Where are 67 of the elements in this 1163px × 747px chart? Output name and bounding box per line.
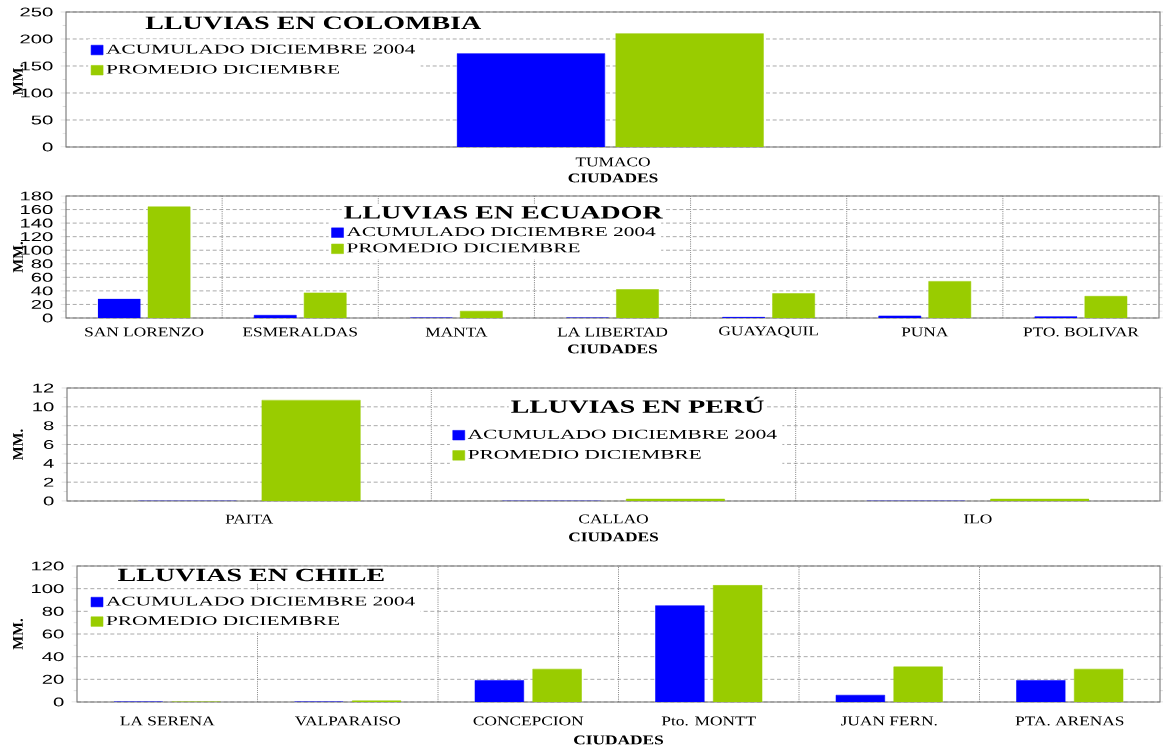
x-tick-label: LA SERENA xyxy=(120,716,215,726)
y-tick-label: 0 xyxy=(43,496,54,506)
legend-label: ACUMULADO DICIEMBRE 2004 xyxy=(467,429,777,439)
x-tick-label: ILO xyxy=(964,514,992,524)
y-tick-label: 20 xyxy=(31,299,53,309)
y-tick-label: 60 xyxy=(31,272,53,282)
legend-label: PROMEDIO DICIEMBRE xyxy=(468,449,701,459)
y-axis-title: MM. xyxy=(13,618,23,650)
y-tick-label: 2 xyxy=(44,477,54,487)
legend-label: PROMEDIO DICIEMBRE xyxy=(106,616,339,626)
legend-label: ACUMULADO DICIEMBRE 2004 xyxy=(106,596,415,606)
x-tick-label: CALLAO xyxy=(579,514,648,524)
legend-label: PROMEDIO DICIEMBRE xyxy=(347,243,580,253)
chart-title: LLUVIAS EN PERÚ xyxy=(511,396,764,414)
y-tick-label: 4 xyxy=(43,458,54,468)
x-tick-label: PUNA xyxy=(901,327,949,337)
chart-title: LLUVIAS EN ECUADOR xyxy=(344,206,663,219)
y-tick-label: 160 xyxy=(21,205,53,215)
y-tick-label: 100 xyxy=(21,88,53,98)
y-tick-label: 80 xyxy=(42,606,64,616)
x-tick-label: ESMERALDAS xyxy=(242,327,357,337)
legend-label: ACUMULADO DICIEMBRE 2004 xyxy=(106,44,415,54)
y-tick-label: 100 xyxy=(32,584,64,594)
x-tick-label: MANTA xyxy=(425,327,488,337)
y-tick-label: 0 xyxy=(42,142,53,152)
x-tick-label: JUAN FERN. xyxy=(840,716,937,726)
y-tick-label: 40 xyxy=(31,286,53,296)
y-tick-label: 60 xyxy=(42,629,64,639)
x-tick-label: PTA. ARENAS xyxy=(1015,716,1124,726)
y-tick-label: 10 xyxy=(33,402,54,412)
x-tick-label: TUMACO xyxy=(575,157,650,167)
x-tick-label: SAN LORENZO xyxy=(85,327,204,337)
x-tick-label: GUAYAQUIL xyxy=(719,326,818,338)
y-tick-label: 120 xyxy=(32,561,64,571)
x-axis-title: CIUDADES xyxy=(574,735,664,745)
x-axis-title: CIUDADES xyxy=(568,344,658,354)
legend-label: ACUMULADO DICIEMBRE 2004 xyxy=(346,227,656,237)
y-tick-label: 6 xyxy=(44,440,54,449)
y-tick-label: 12 xyxy=(33,383,54,393)
y-tick-label: 120 xyxy=(21,232,53,242)
y-tick-label: 200 xyxy=(20,34,53,44)
chart-title: LLUVIAS EN CHILE xyxy=(118,568,384,582)
y-tick-label: 100 xyxy=(21,245,53,255)
y-tick-label: 40 xyxy=(42,652,64,662)
y-tick-label: 8 xyxy=(43,421,54,431)
x-tick-label: Pto. MONTT xyxy=(661,716,756,726)
y-tick-label: 250 xyxy=(20,7,53,17)
y-axis-title: MM. xyxy=(13,241,23,273)
legend-label: PROMEDIO DICIEMBRE xyxy=(106,64,339,74)
x-axis-title: CIUDADES xyxy=(569,532,659,542)
y-axis-title: MM. xyxy=(13,64,23,95)
y-tick-label: 150 xyxy=(21,61,53,71)
y-tick-label: 0 xyxy=(42,313,53,323)
x-axis-title: CIUDADES xyxy=(568,173,658,183)
x-tick-label: CONCEPCION xyxy=(473,716,584,726)
x-tick-label: PAITA xyxy=(225,514,274,524)
x-tick-label: VALPARAISO xyxy=(294,716,401,726)
y-tick-label: 0 xyxy=(53,697,64,707)
y-tick-label: 180 xyxy=(21,191,53,201)
x-tick-label: LA LIBERTAD xyxy=(557,327,668,337)
y-axis-title: MM. xyxy=(13,429,23,460)
y-tick-label: 20 xyxy=(42,674,64,684)
x-tick-label: PTO. BOLIVAR xyxy=(1023,327,1139,337)
y-tick-label: 80 xyxy=(31,259,53,269)
y-tick-label: 50 xyxy=(31,115,53,125)
chart-title: LLUVIAS EN COLOMBIA xyxy=(145,16,482,30)
y-tick-label: 140 xyxy=(21,218,53,228)
